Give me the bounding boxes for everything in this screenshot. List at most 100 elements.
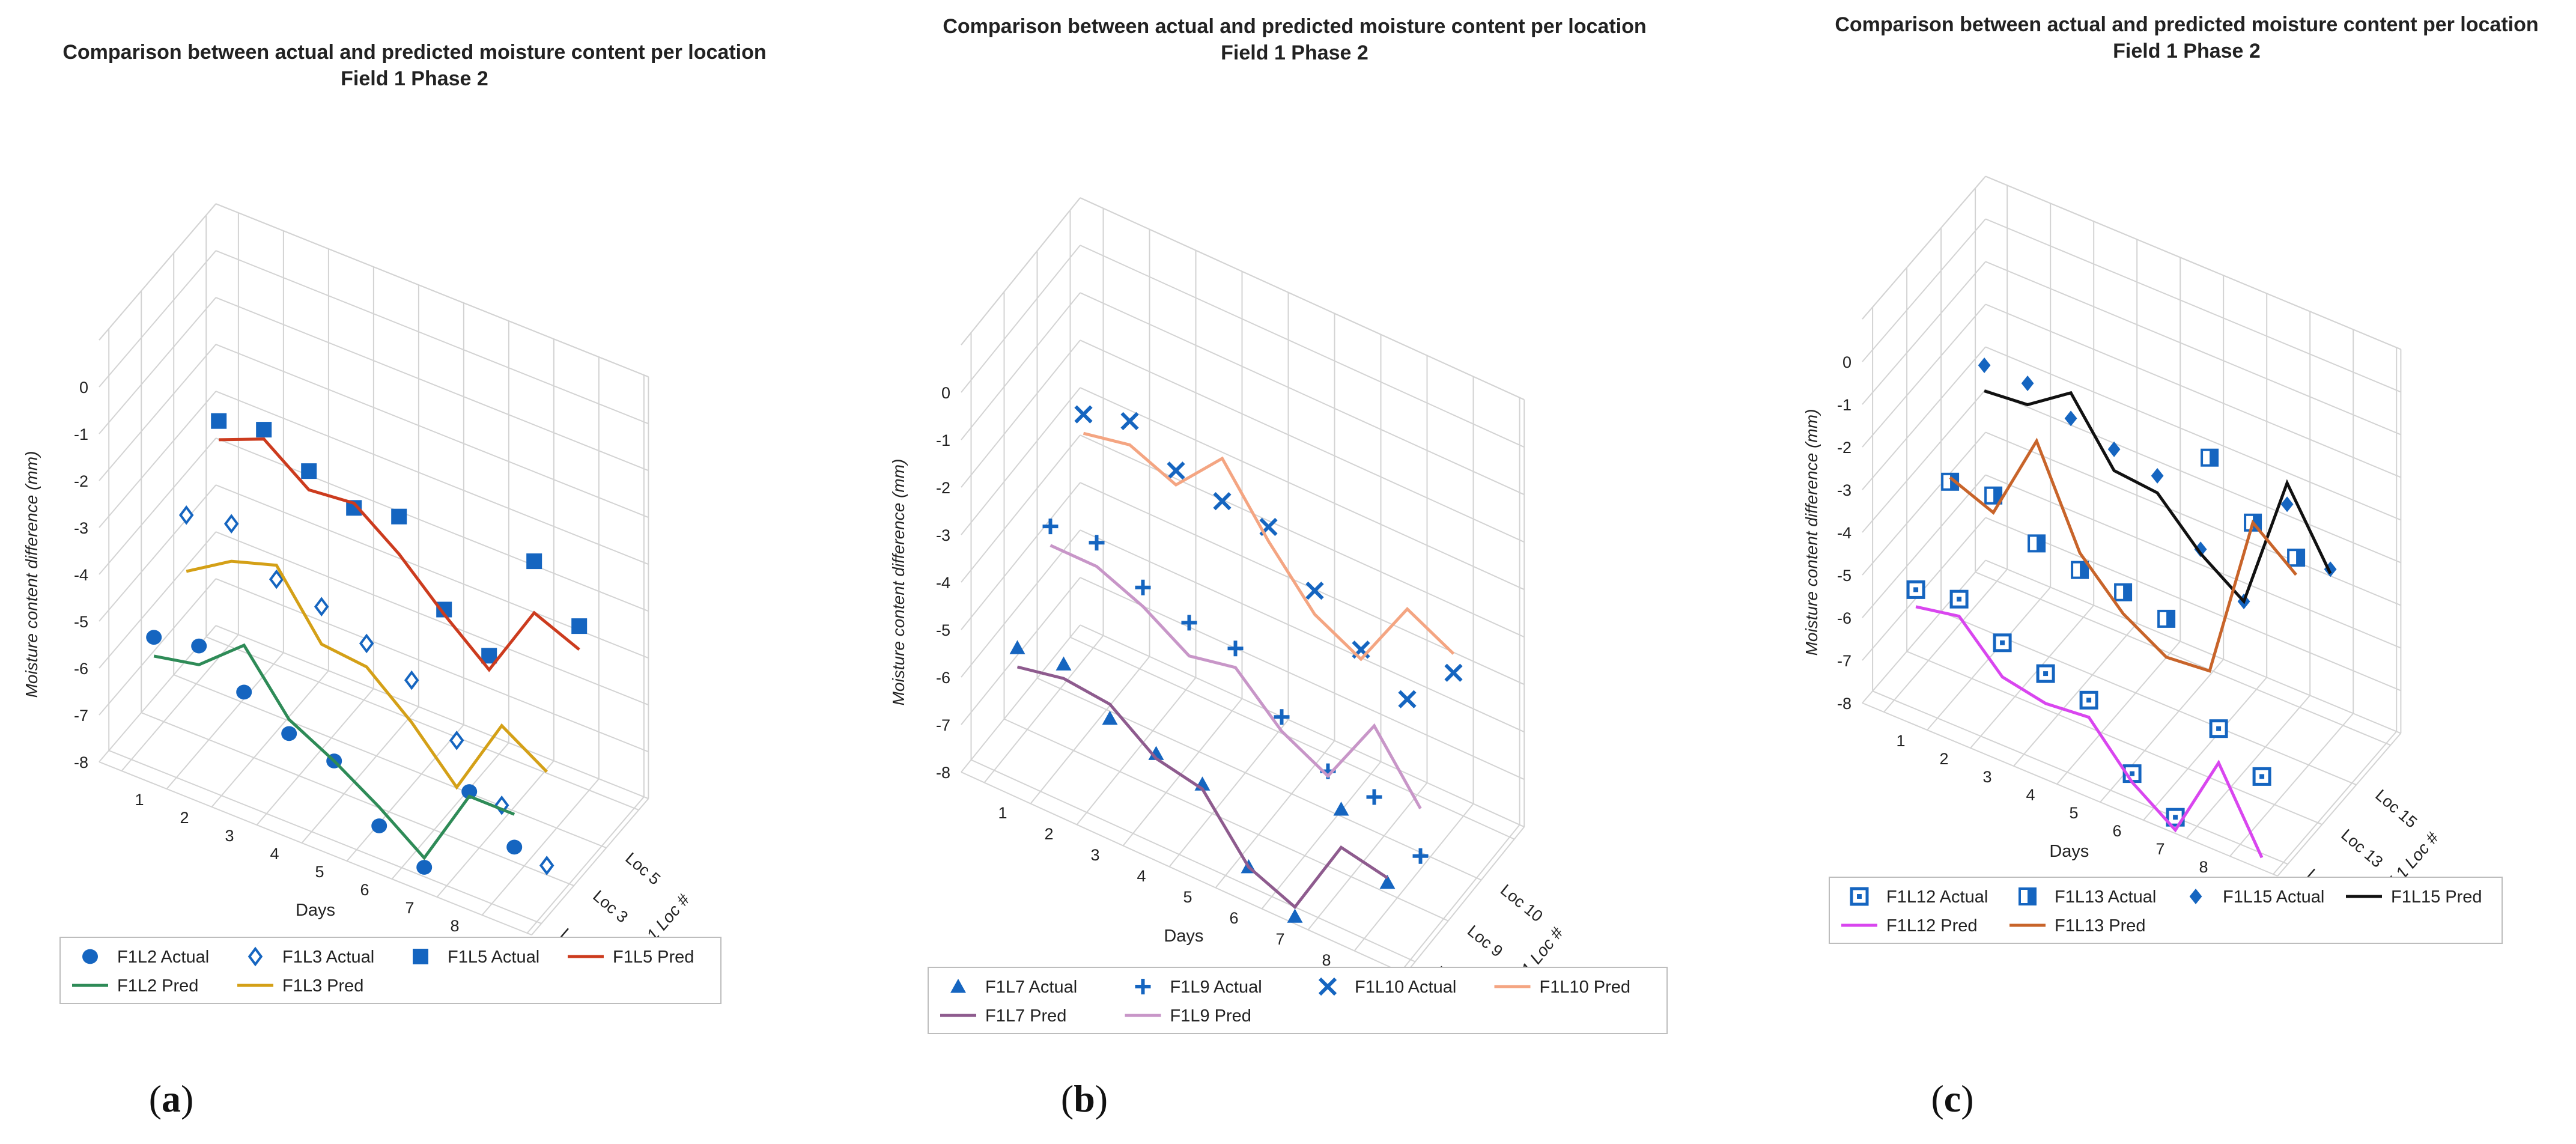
legend-label: F1L3 Pred	[282, 976, 363, 996]
data-point	[1949, 589, 1969, 609]
data-point	[1042, 519, 1059, 535]
series-f1l10-actual	[1074, 405, 1463, 708]
legend-label: F1L9 Pred	[1170, 1006, 1251, 1026]
data-point	[539, 856, 554, 875]
data-point	[2028, 534, 2046, 553]
series-f1l3-actual	[178, 505, 554, 875]
chart-panel-c: Comparison between actual and predicted …	[1802, 13, 2539, 1120]
data-point	[1102, 710, 1118, 725]
x-tick-label: 2	[1939, 750, 1948, 768]
y-tick-label: -3	[74, 519, 88, 537]
x-tick-label: 5	[315, 863, 324, 881]
series-f1l5-pred	[219, 437, 580, 672]
y-tick-label: -6	[74, 660, 88, 678]
series-f1l3-pred	[186, 559, 548, 790]
pred-line	[153, 643, 515, 860]
data-point	[211, 413, 227, 429]
data-point	[1213, 491, 1232, 511]
panel-label: (c)	[1931, 1077, 1973, 1120]
x-tick-label: 1	[135, 791, 144, 809]
data-point	[1089, 535, 1105, 551]
data-point	[269, 569, 284, 589]
y-tick-label: -2	[74, 472, 88, 490]
series-f1l12-actual	[1906, 580, 2271, 827]
data-point	[1227, 640, 1244, 657]
data-point	[1906, 580, 1925, 599]
legend-label: F1L12 Actual	[1886, 887, 1988, 907]
y-tick-label: -8	[74, 753, 88, 771]
data-point	[2280, 496, 2294, 513]
data-point	[301, 463, 317, 479]
data-point	[1978, 358, 1991, 373]
x-tick-label: 3	[1090, 846, 1099, 864]
chart-title: Comparison between actual and predicted …	[1835, 13, 2538, 36]
y-axis-label: Moisture content difference (mm)	[889, 459, 908, 706]
x-tick-label: 1	[998, 804, 1007, 822]
data-point	[2122, 764, 2142, 783]
series-f1l10-pred	[1083, 431, 1455, 662]
x-tick-label: 8	[2199, 858, 2208, 876]
x-tick-label: 1	[1896, 732, 1905, 750]
data-point	[2209, 719, 2228, 738]
data-point	[1056, 656, 1072, 671]
series-f1l12-pred	[1915, 605, 2264, 859]
data-point	[1412, 848, 1429, 864]
y-tick-label: -1	[74, 425, 88, 443]
y-tick-label: 0	[1842, 353, 1852, 371]
pred-line	[186, 559, 548, 790]
legend: F1L12 Actual F1L13 Actual F1L15 Actual F1L1…	[1829, 877, 2503, 944]
data-point	[1444, 663, 1463, 682]
y-tick-label: -5	[74, 613, 88, 631]
pred-line	[1016, 665, 1388, 910]
data-point	[2252, 767, 2271, 786]
data-point	[191, 638, 207, 654]
data-point	[571, 618, 588, 634]
legend-label: F1L5 Actual	[448, 948, 539, 967]
data-point	[1181, 615, 1197, 631]
legend-marker-f1l9-actual	[1135, 979, 1151, 994]
data-point	[1366, 789, 1382, 805]
data-point	[1333, 802, 1349, 816]
y-tick-label: -3	[1837, 481, 1852, 499]
x-tick-label: 2	[180, 809, 189, 827]
x-tick-label: 4	[2026, 786, 2035, 804]
series-f1l13-pred	[1949, 437, 2298, 673]
y-tick-label: -3	[936, 526, 950, 544]
chart-title: Comparison between actual and predicted …	[62, 41, 766, 64]
legend-label: F1L9 Actual	[1170, 978, 1262, 997]
legend-marker-f1l7-actual	[950, 979, 966, 993]
data-point	[359, 633, 374, 654]
x-tick-label: 8	[450, 917, 459, 935]
z-tick-label: Loc 13	[2338, 826, 2386, 871]
z-tick-label: Loc 3	[589, 887, 631, 926]
x-tick-label: 5	[1183, 888, 1192, 906]
panel-label: (a)	[149, 1077, 194, 1120]
legend-label: F1L13 Actual	[2055, 887, 2156, 907]
x-tick-label: 6	[2112, 822, 2121, 840]
data-point	[2157, 609, 2176, 628]
y-axis-label: Moisture content difference (mm)	[1802, 409, 1821, 656]
series-f1l2-pred	[153, 643, 515, 860]
y-tick-label: -8	[936, 764, 950, 782]
y-tick-label: -7	[936, 716, 950, 734]
x-axis-label: Days	[296, 901, 335, 920]
legend-label: F1L7 Pred	[985, 1006, 1066, 1026]
data-point	[526, 553, 542, 570]
chart-title: Comparison between actual and predicted …	[943, 15, 1646, 38]
data-point	[2287, 549, 2306, 567]
data-point	[2324, 561, 2337, 577]
panel-letter: b	[1074, 1077, 1095, 1120]
data-point	[2064, 410, 2077, 427]
z-tick-label: Loc 5	[622, 849, 664, 889]
legend: F1L2 Actual F1L3 Actual F1L5 Actual F1L5 Pr…	[59, 937, 721, 1004]
data-point	[1135, 579, 1151, 595]
chart-subtitle: Field 1 Phase 2	[1221, 41, 1368, 64]
data-point	[223, 514, 239, 534]
chart-panel-a: Comparison between actual and predicted …	[22, 41, 767, 1120]
data-point	[1993, 633, 2012, 653]
legend-label: F1L13 Pred	[2055, 916, 2146, 936]
data-point	[2201, 448, 2219, 467]
x-tick-label: 2	[1044, 825, 1053, 843]
z-tick-label: Loc 9	[1464, 922, 1506, 961]
data-point	[1167, 461, 1185, 480]
